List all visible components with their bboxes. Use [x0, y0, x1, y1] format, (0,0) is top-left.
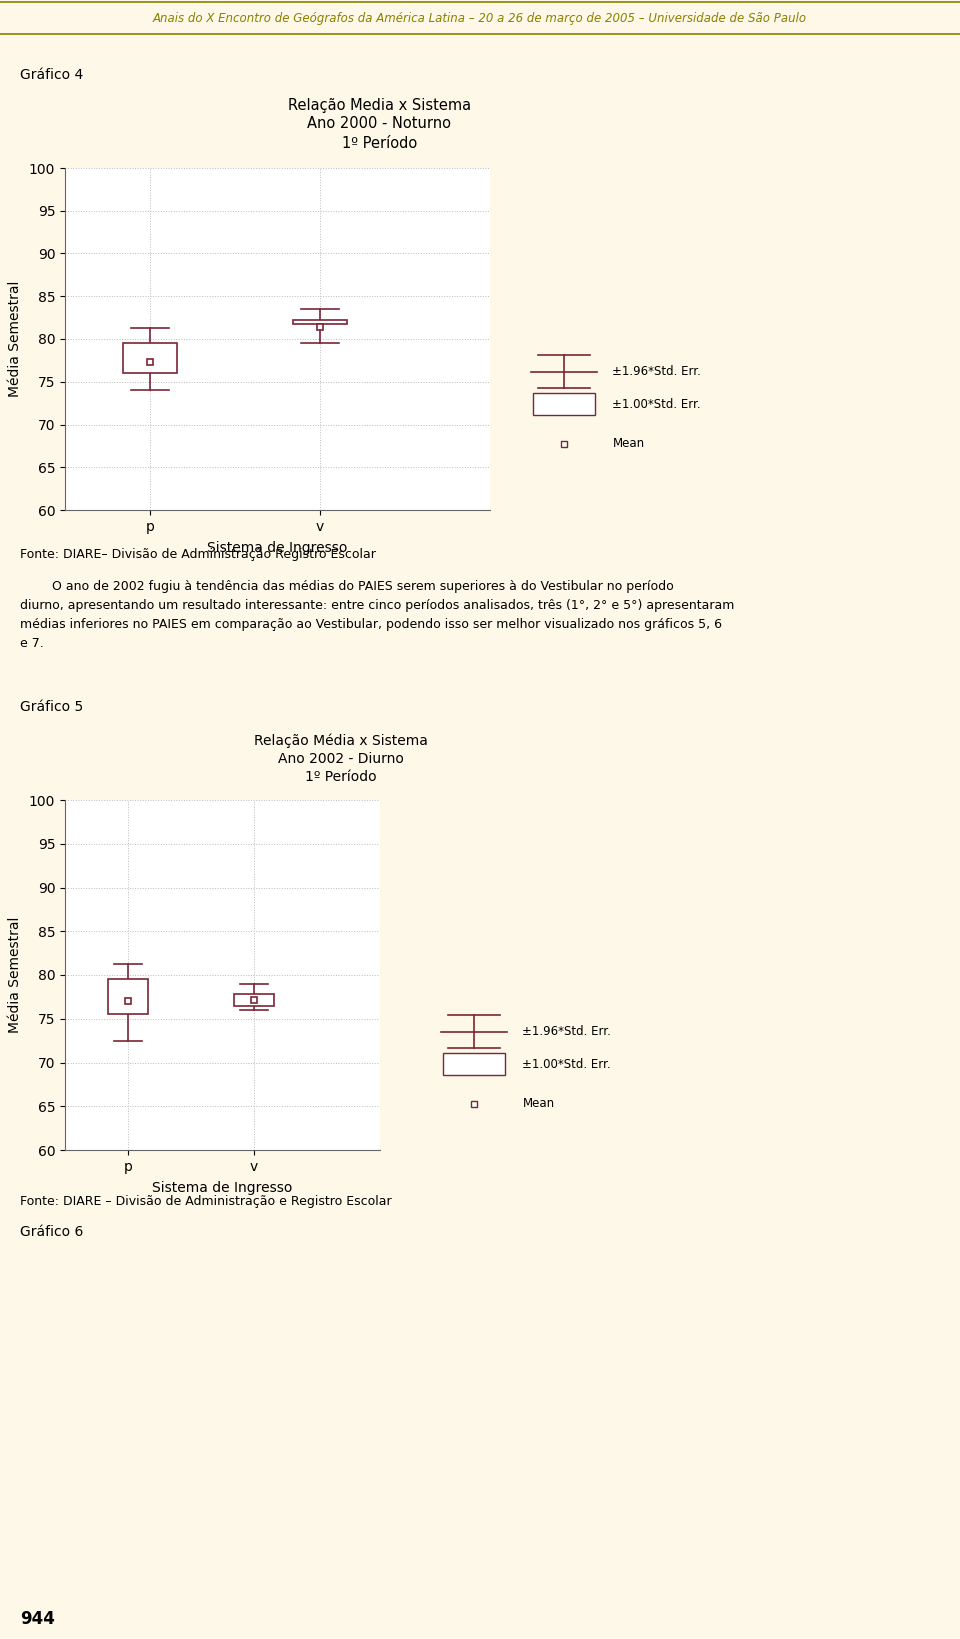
Text: Gráfico 4: Gráfico 4	[20, 67, 84, 82]
Text: diurno, apresentando um resultado interessante: entre cinco períodos analisados,: diurno, apresentando um resultado intere…	[20, 598, 734, 611]
Text: 1º Período: 1º Período	[305, 770, 376, 783]
Text: e 7.: e 7.	[20, 638, 44, 651]
Text: Relação Media x Sistema: Relação Media x Sistema	[288, 98, 470, 113]
FancyBboxPatch shape	[108, 980, 148, 1015]
Text: Anais do X Encontro de Geógrafos da América Latina – 20 a 26 de março de 2005 – : Anais do X Encontro de Geógrafos da Amér…	[153, 11, 807, 25]
Text: ±1.96*Std. Err.: ±1.96*Std. Err.	[522, 1024, 612, 1037]
FancyBboxPatch shape	[234, 995, 275, 1006]
FancyBboxPatch shape	[533, 393, 595, 415]
X-axis label: Sistema de Ingresso: Sistema de Ingresso	[207, 541, 348, 554]
Text: 944: 944	[20, 1609, 55, 1628]
Text: ±1.96*Std. Err.: ±1.96*Std. Err.	[612, 365, 701, 379]
Text: Relação Média x Sistema: Relação Média x Sistema	[253, 734, 428, 747]
Text: Gráfico 5: Gráfico 5	[20, 700, 84, 715]
Text: Mean: Mean	[522, 1096, 555, 1110]
Text: ±1.00*Std. Err.: ±1.00*Std. Err.	[522, 1057, 611, 1070]
Text: médias inferiores no PAIES em comparação ao Vestibular, podendo isso ser melhor : médias inferiores no PAIES em comparação…	[20, 618, 722, 631]
Text: Ano 2000 - Noturno: Ano 2000 - Noturno	[307, 116, 451, 131]
FancyBboxPatch shape	[444, 1054, 505, 1075]
Text: ±1.00*Std. Err.: ±1.00*Std. Err.	[612, 398, 701, 410]
Text: Ano 2002 - Diurno: Ano 2002 - Diurno	[277, 752, 404, 765]
Text: Gráfico 6: Gráfico 6	[20, 1224, 84, 1239]
Text: Fonte: DIARE – Divisão de Administração e Registro Escolar: Fonte: DIARE – Divisão de Administração …	[20, 1195, 392, 1208]
FancyBboxPatch shape	[123, 343, 178, 374]
Text: Fonte: DIARE– Divisão de Administração Registro Escolar: Fonte: DIARE– Divisão de Administração R…	[20, 547, 376, 561]
Text: 1º Período: 1º Período	[342, 136, 417, 151]
Text: O ano de 2002 fugiu à tendência das médias do PAIES serem superiores à do Vestib: O ano de 2002 fugiu à tendência das médi…	[20, 580, 674, 593]
X-axis label: Sistema de Ingresso: Sistema de Ingresso	[153, 1180, 293, 1195]
Text: Mean: Mean	[612, 438, 644, 451]
Y-axis label: Média Semestral: Média Semestral	[8, 280, 22, 397]
FancyBboxPatch shape	[293, 320, 348, 323]
Y-axis label: Média Semestral: Média Semestral	[8, 916, 22, 1033]
